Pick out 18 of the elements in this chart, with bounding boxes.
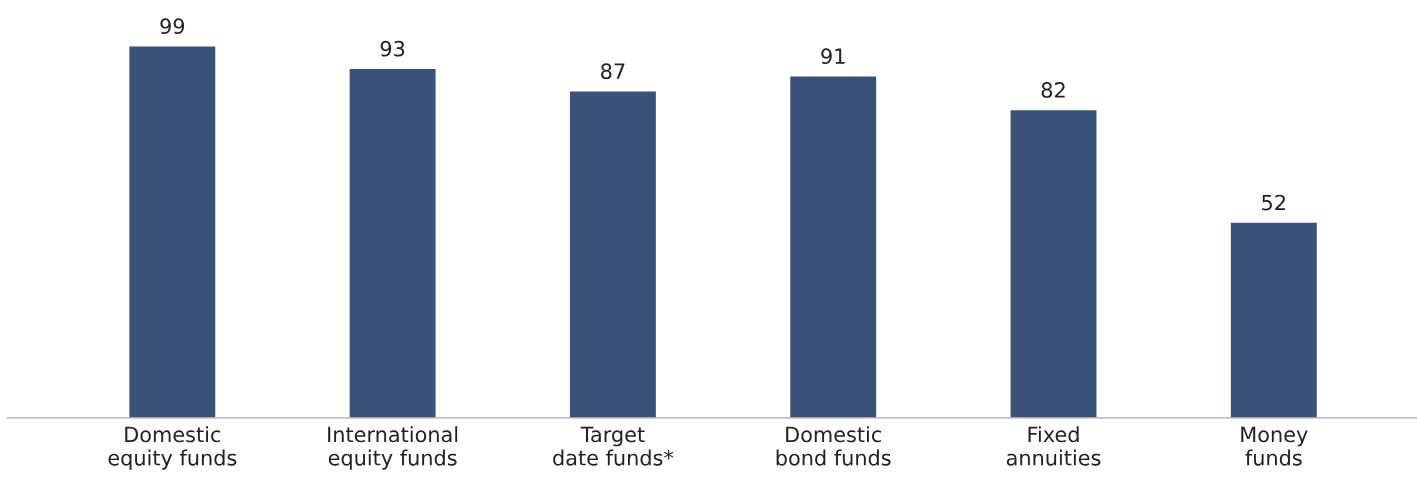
data-label: 99 <box>160 18 185 35</box>
data-label: 52 <box>1262 194 1285 211</box>
bar <box>569 91 656 418</box>
data-label: 93 <box>380 40 405 57</box>
bar <box>129 46 216 418</box>
x-tick-label: Domestic bond funds <box>776 426 891 466</box>
x-tick-label: Money funds <box>1241 426 1308 466</box>
x-tick-label: Fixed annuities <box>1006 426 1101 466</box>
data-label: 91 <box>821 48 845 65</box>
bar <box>1010 110 1097 418</box>
data-label: 87 <box>601 63 625 80</box>
x-tick-label: Domestic equity funds <box>108 426 237 470</box>
bar <box>349 68 436 418</box>
bar <box>790 76 877 418</box>
data-label: 82 <box>1041 82 1065 98</box>
x-tick-label: International equity funds <box>328 426 458 470</box>
bar <box>1230 222 1317 418</box>
x-tick-label: Target date funds* <box>553 426 674 466</box>
